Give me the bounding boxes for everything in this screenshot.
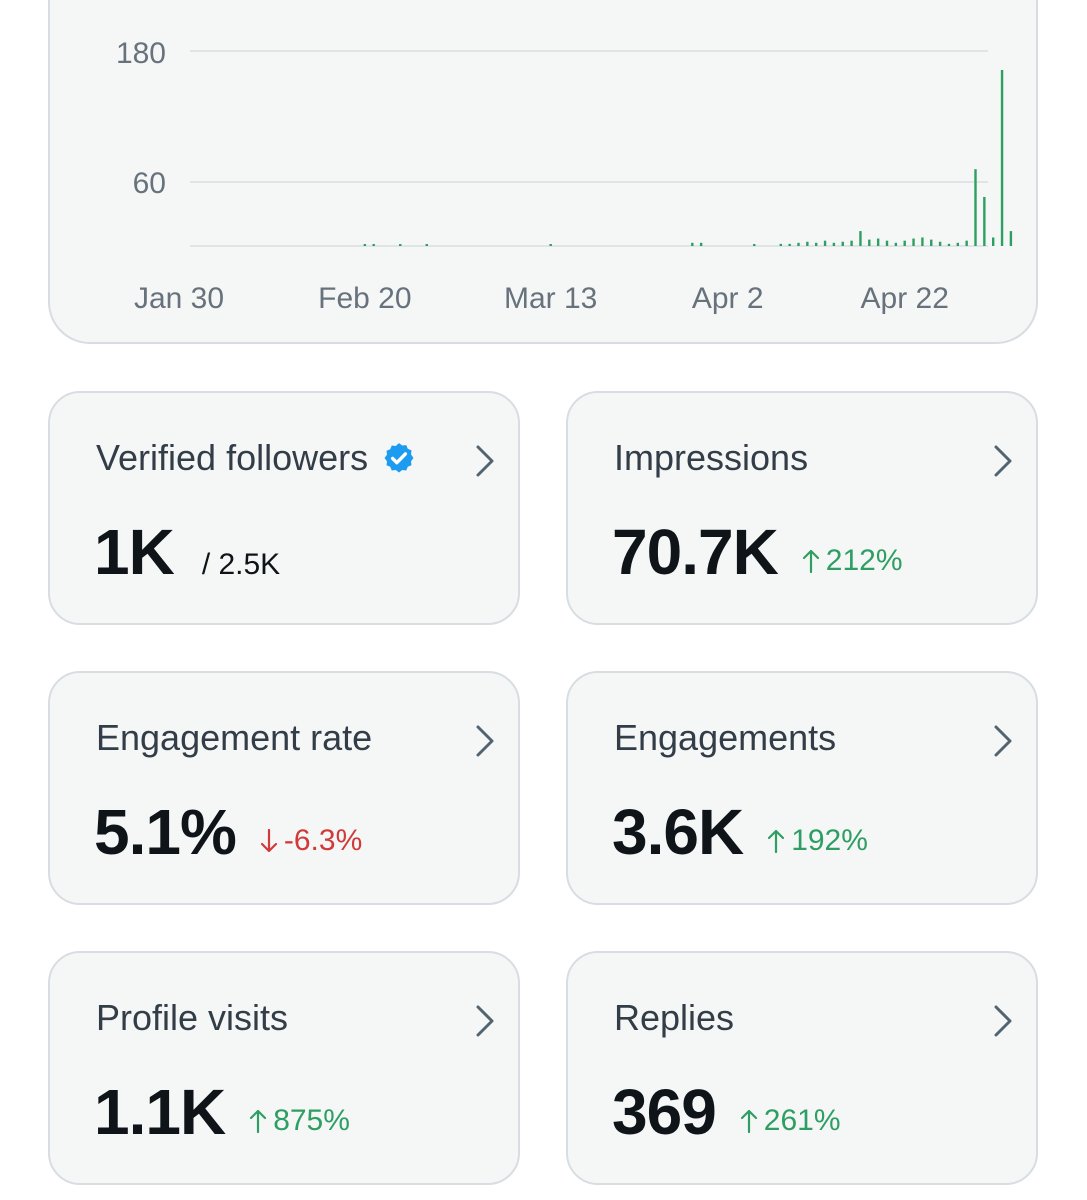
chart-bar <box>965 240 968 246</box>
chart-bar <box>956 242 959 246</box>
chart-bar <box>549 244 552 246</box>
metric-delta-text: 261% <box>763 1104 841 1137</box>
metric-title: Impressions <box>614 437 808 479</box>
metric-delta: 212% <box>802 544 903 578</box>
metric-delta-text: 212% <box>825 544 903 577</box>
chevron-right-icon[interactable] <box>990 1003 1016 1039</box>
chart-bar <box>947 243 951 246</box>
metric-title: Profile visits <box>96 997 288 1039</box>
metric-title: Replies <box>614 997 734 1039</box>
arrow-up-icon <box>802 549 819 574</box>
x-tick-label: Jan 30 <box>134 282 224 315</box>
chart-bar <box>797 242 800 246</box>
x-tick-label: Mar 13 <box>504 282 597 315</box>
x-tick-label: Apr 22 <box>861 282 949 315</box>
arrow-up-icon <box>768 829 785 854</box>
metric-title-text: Engagements <box>614 717 837 758</box>
chart-bar <box>938 241 942 246</box>
chart-bar <box>779 243 782 246</box>
chart-bar <box>841 241 844 246</box>
metric-delta: 875% <box>249 1104 350 1138</box>
metric-value: 1.1K <box>94 1076 226 1148</box>
arrow-up-icon <box>740 1109 757 1134</box>
chart-bar <box>992 237 995 246</box>
chart-card <box>48 0 1038 344</box>
metric-title: Engagements <box>614 717 836 759</box>
metric-tile-verified-followers[interactable]: Verified followers 1K / 2.5K <box>48 391 520 625</box>
chart-bar <box>806 241 809 246</box>
chart-bar <box>699 242 703 246</box>
metric-value: 1K <box>94 516 175 588</box>
chart-bar <box>850 240 853 246</box>
chart-bar <box>425 244 428 246</box>
chart-bar <box>859 231 862 246</box>
metric-value: 70.7K <box>612 516 779 588</box>
chart-bar <box>876 238 880 246</box>
chart-bar <box>983 196 986 246</box>
chevron-right-icon[interactable] <box>990 723 1016 759</box>
y-tick-label: 180 <box>116 37 166 70</box>
metric-delta-text: -6.3% <box>283 824 363 857</box>
metric-delta: 192% <box>767 824 868 858</box>
metric-title-text: Verified followers <box>96 437 369 478</box>
chevron-right-icon[interactable] <box>472 1003 498 1039</box>
chart-bar <box>1009 231 1013 246</box>
chart-bar <box>868 239 871 246</box>
arrow-up-icon <box>250 1109 267 1134</box>
chart-bar <box>363 244 367 246</box>
metric-title-text: Impressions <box>614 437 809 478</box>
chart-bar <box>912 238 915 246</box>
chart-bar <box>823 240 827 246</box>
chevron-right-icon[interactable] <box>472 723 498 759</box>
metric-title: Verified followers <box>96 437 416 479</box>
metric-title-text: Replies <box>614 997 735 1038</box>
chart-bar <box>1000 70 1004 246</box>
metric-total: / 2.5K <box>201 548 281 581</box>
chart-bar <box>921 237 924 246</box>
arrow-down-icon <box>260 828 277 853</box>
metric-tile-engagement-rate[interactable]: Engagement rate 5.1% -6.3% <box>48 671 520 905</box>
metric-title: Engagement rate <box>96 717 372 759</box>
chevron-right-icon[interactable] <box>990 443 1016 479</box>
chart-bar <box>885 240 889 246</box>
metric-tile-engagements[interactable]: Engagements 3.6K 192% <box>566 671 1038 905</box>
chart-bar <box>399 244 402 246</box>
chart-bar <box>974 169 977 246</box>
metric-value: 369 <box>612 1076 717 1148</box>
metric-value: 3.6K <box>612 796 744 868</box>
chevron-right-icon[interactable] <box>472 443 498 479</box>
y-tick-label: 60 <box>133 167 166 200</box>
activity-chart: 180 60 Jan 30 Feb 20 Mar 13 Apr 2 Apr 22 <box>116 37 1013 315</box>
chart-bar <box>815 242 818 246</box>
metric-value: 5.1% <box>94 796 237 868</box>
metric-delta-text: 875% <box>273 1104 350 1137</box>
x-tick-label: Feb 20 <box>318 282 411 315</box>
verified-badge-icon <box>384 443 414 473</box>
metric-title-text: Profile visits <box>96 997 289 1038</box>
x-tick-label: Apr 2 <box>692 282 764 315</box>
metric-tile-impressions[interactable]: Impressions 70.7K 212% <box>566 391 1038 625</box>
metric-delta-text: 192% <box>791 824 868 857</box>
chart-bar <box>894 242 898 246</box>
chart-bar <box>930 239 933 246</box>
chart-bar <box>372 244 375 246</box>
metric-delta: 261% <box>740 1104 841 1138</box>
metric-title-text: Engagement rate <box>96 717 373 758</box>
metric-tile-profile-visits[interactable]: Profile visits 1.1K 875% <box>48 951 520 1185</box>
chart-bar <box>753 244 756 246</box>
metric-delta: -6.3% <box>260 824 362 858</box>
metric-tile-replies[interactable]: Replies 369 261% <box>566 951 1038 1185</box>
chart-bar <box>691 242 694 246</box>
chart-bar <box>832 242 836 246</box>
chart-bar <box>788 243 791 246</box>
chart-bar <box>903 240 906 246</box>
